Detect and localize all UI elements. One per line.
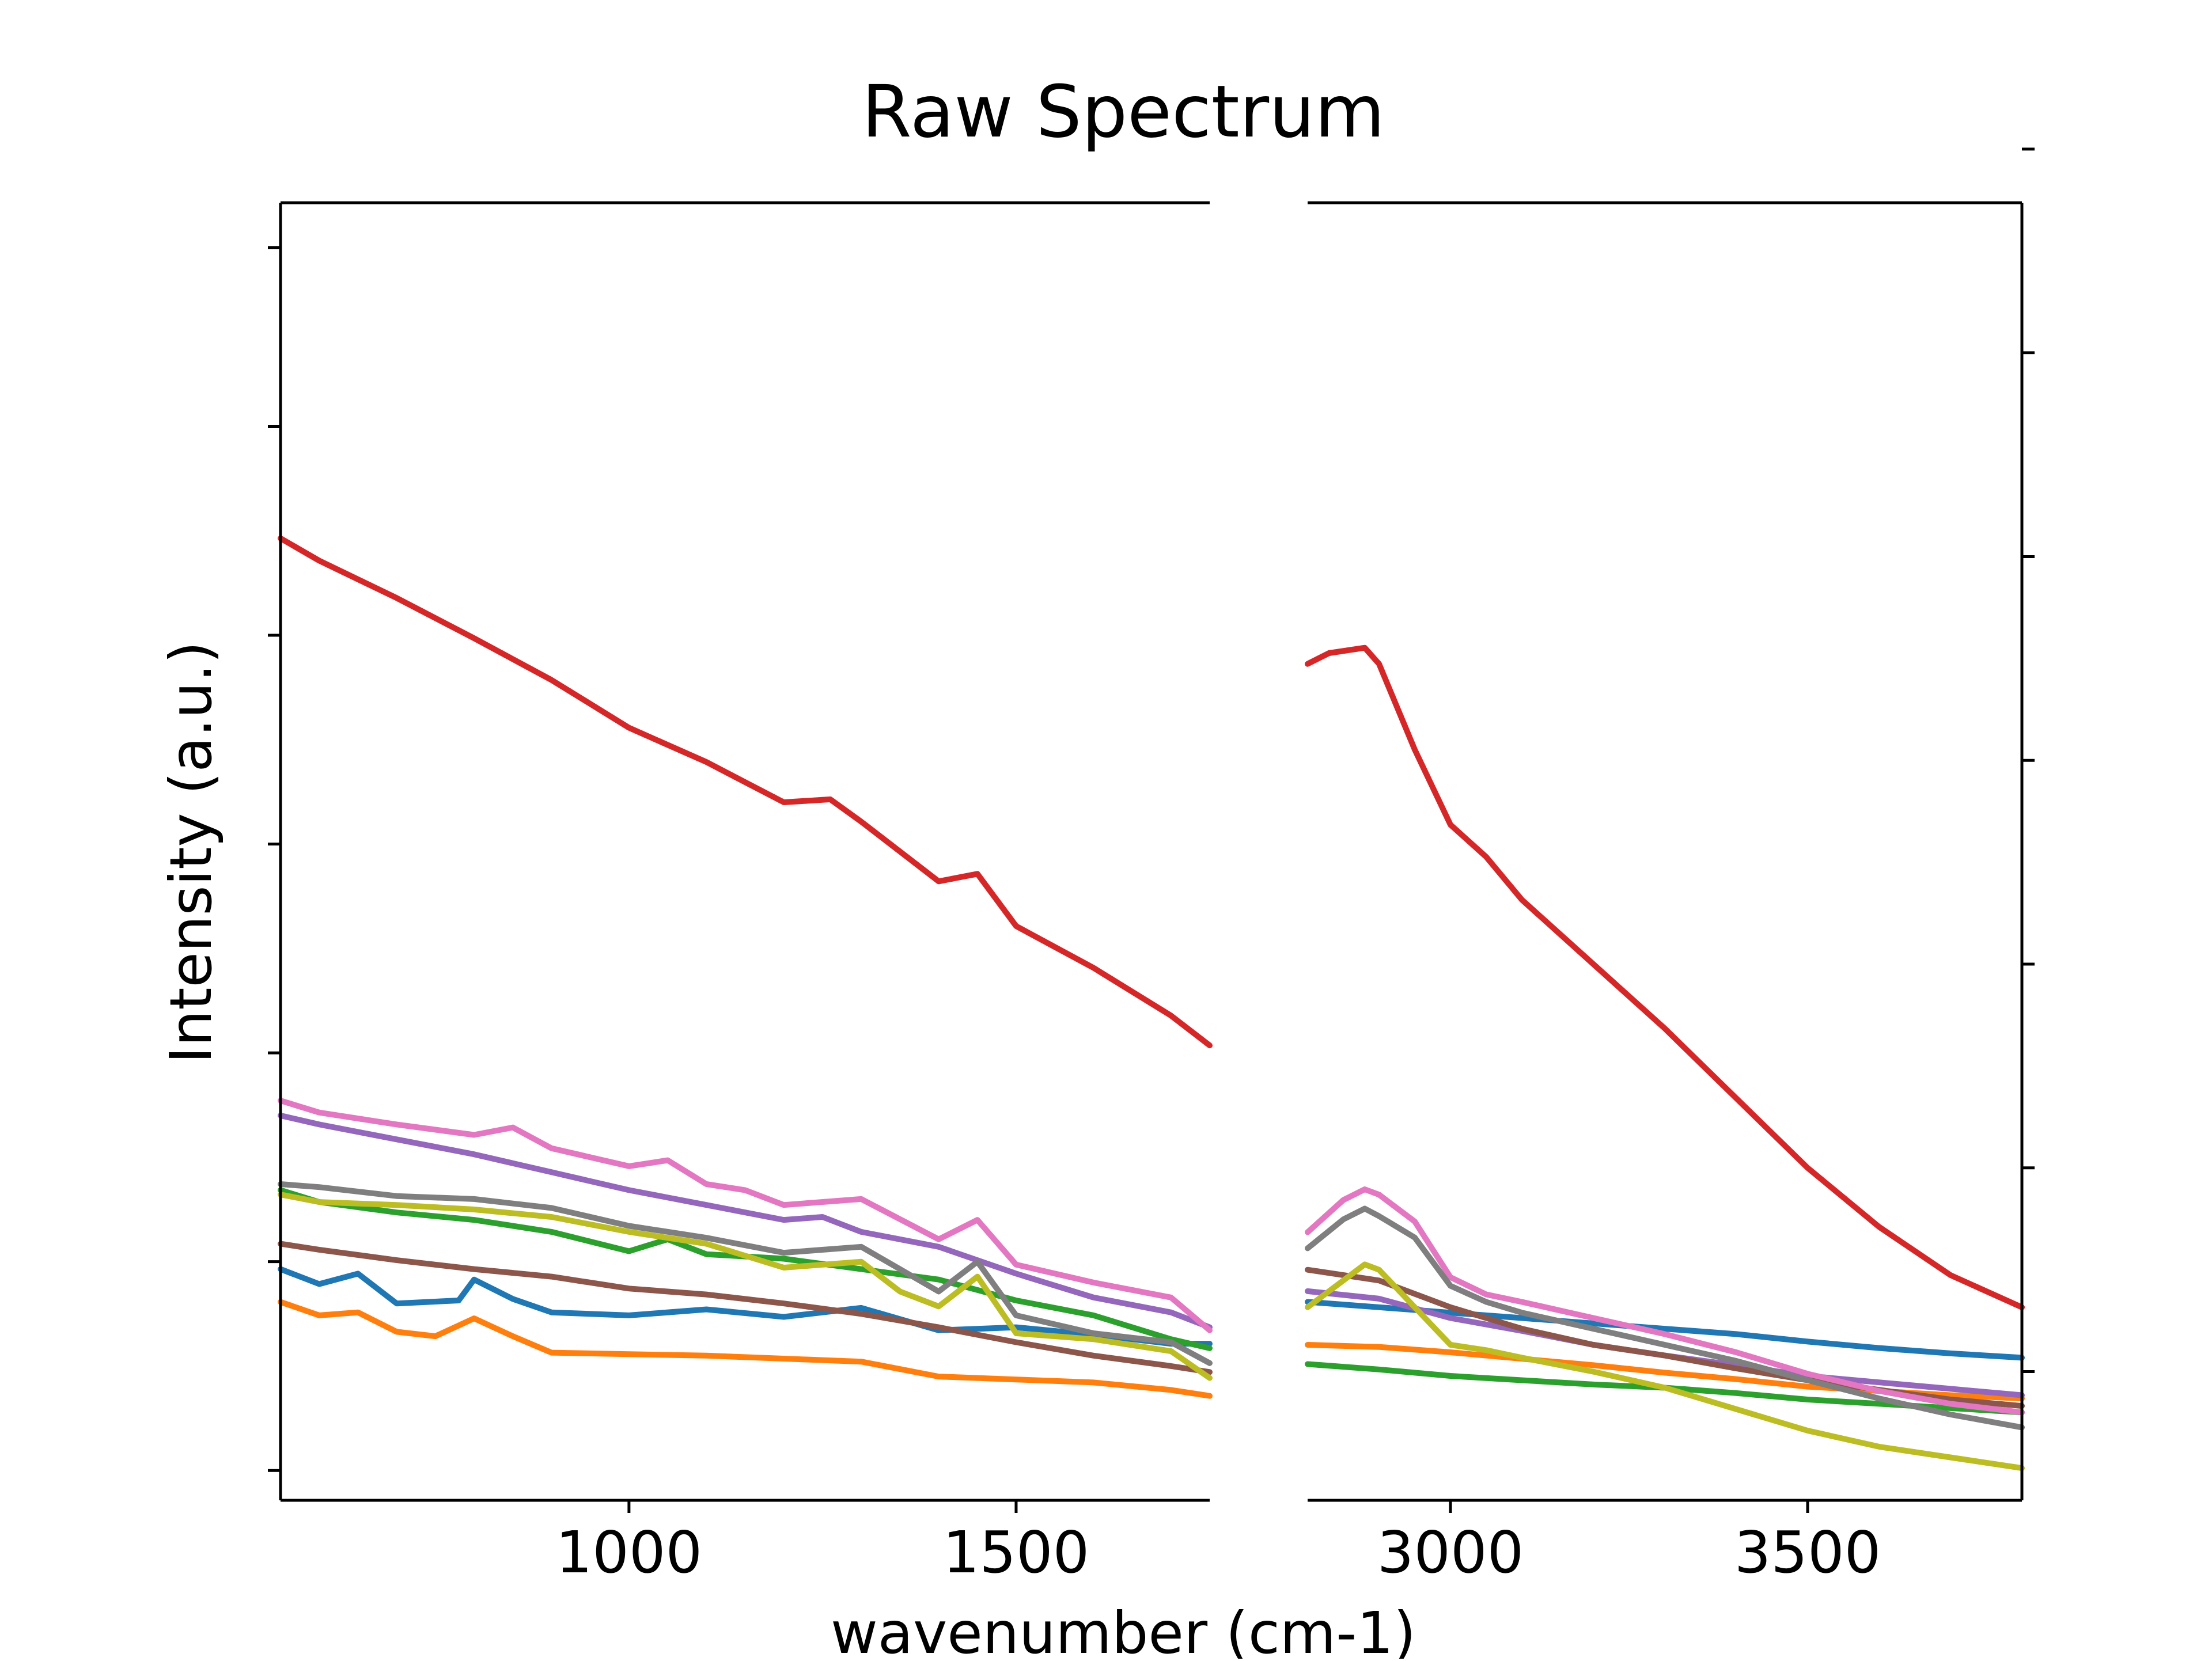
plot-panels: 1000 1500 3000 3500 <box>268 147 2035 1586</box>
series-8-line-panel-1 <box>278 1181 1213 1366</box>
chart-title: Raw Spectrum <box>862 70 1385 154</box>
panel-2: 3000 3500 <box>1305 147 2035 1586</box>
x-tick-label: 3500 <box>1734 1519 1881 1586</box>
series-4-line-panel-1 <box>278 535 1213 1049</box>
x-tick-label: 1000 <box>556 1519 703 1586</box>
series-4-line-panel-2 <box>1305 644 2025 1310</box>
series-6-line-panel-1 <box>278 1241 1213 1375</box>
series-2-line-panel-1 <box>278 1299 1213 1399</box>
x-tick-label: 1500 <box>943 1519 1090 1586</box>
series-1-line-panel-1 <box>278 1266 1213 1347</box>
series-7-line-panel-2 <box>1305 1186 2025 1416</box>
series-5-line-panel-1 <box>278 1112 1213 1330</box>
x-tick-label: 3000 <box>1377 1519 1524 1586</box>
x-axis-label: wavenumber (cm-1) <box>831 1599 1416 1659</box>
series-9-line-panel-1 <box>278 1192 1213 1381</box>
series-3-line-panel-1 <box>278 1187 1213 1351</box>
panel-1: 1000 1500 <box>268 201 1213 1586</box>
series-7-line-panel-1 <box>278 1098 1213 1333</box>
series-9-line-panel-2 <box>1305 1261 2025 1472</box>
y-axis-label: Intensity (a.u.) <box>157 641 225 1063</box>
series-8-line-panel-2 <box>1305 1205 2025 1431</box>
